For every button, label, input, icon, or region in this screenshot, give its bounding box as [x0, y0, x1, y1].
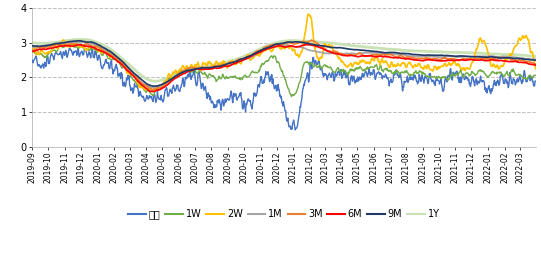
Line: 3M: 3M: [32, 40, 536, 90]
Line: 1M: 1M: [32, 42, 536, 88]
Line: 9M: 9M: [32, 41, 536, 86]
Line: 1W: 1W: [32, 43, 536, 97]
Line: 1Y: 1Y: [32, 39, 536, 81]
Legend: 隔夜, 1W, 2W, 1M, 3M, 6M, 9M, 1Y: 隔夜, 1W, 2W, 1M, 3M, 6M, 9M, 1Y: [124, 205, 444, 223]
Line: 隔夜: 隔夜: [32, 47, 536, 130]
Line: 2W: 2W: [32, 14, 536, 92]
Line: 6M: 6M: [32, 44, 536, 91]
